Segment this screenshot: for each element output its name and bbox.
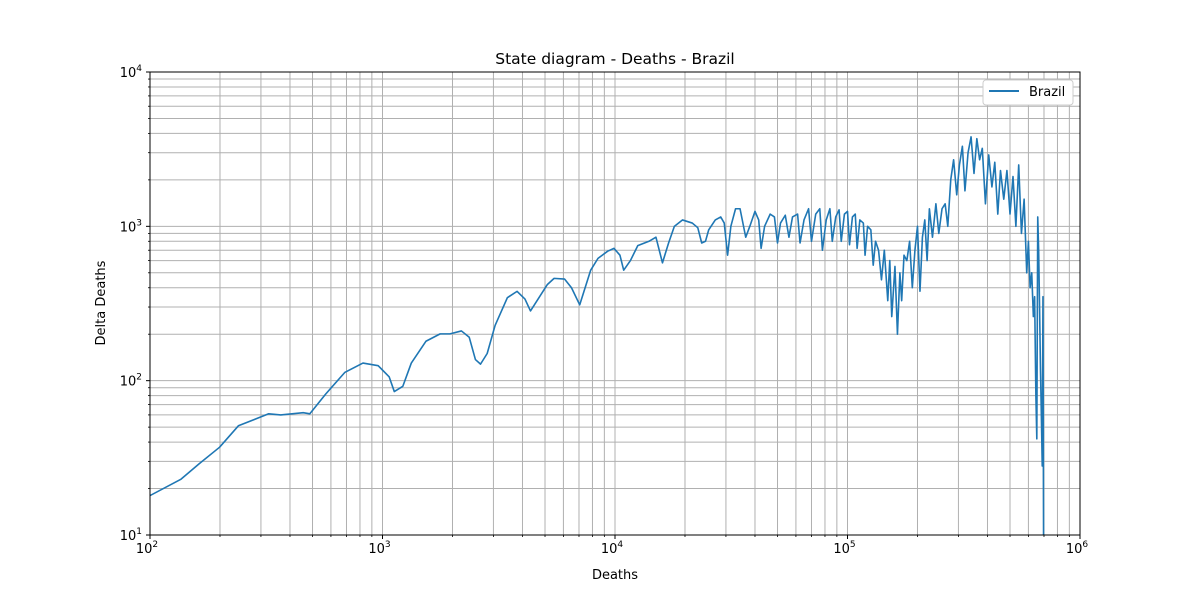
ticks — [146, 71, 1081, 539]
y-tick-label: 104 — [120, 64, 143, 81]
series-line-brazil — [150, 136, 1045, 535]
x-tick-label: 105 — [833, 540, 855, 557]
y-axis-label: Delta Deaths — [94, 260, 109, 345]
x-tick-label: 104 — [601, 540, 624, 557]
chart-title: State diagram - Deaths - Brazil — [495, 50, 735, 68]
legend-box — [982, 79, 1074, 106]
legend: Brazil — [982, 79, 1074, 106]
x-tick-label: 102 — [136, 540, 158, 557]
series-layer — [150, 136, 1045, 535]
grid — [149, 71, 1081, 536]
x-axis-label: Deaths — [592, 568, 638, 583]
legend-label-brazil: Brazil — [1029, 85, 1065, 100]
x-tick-label: 106 — [1066, 540, 1089, 557]
y-tick-label: 102 — [120, 373, 142, 390]
y-tick-label: 103 — [120, 218, 142, 235]
y-tick-label: 101 — [120, 527, 142, 544]
x-tick-label: 103 — [368, 540, 390, 557]
